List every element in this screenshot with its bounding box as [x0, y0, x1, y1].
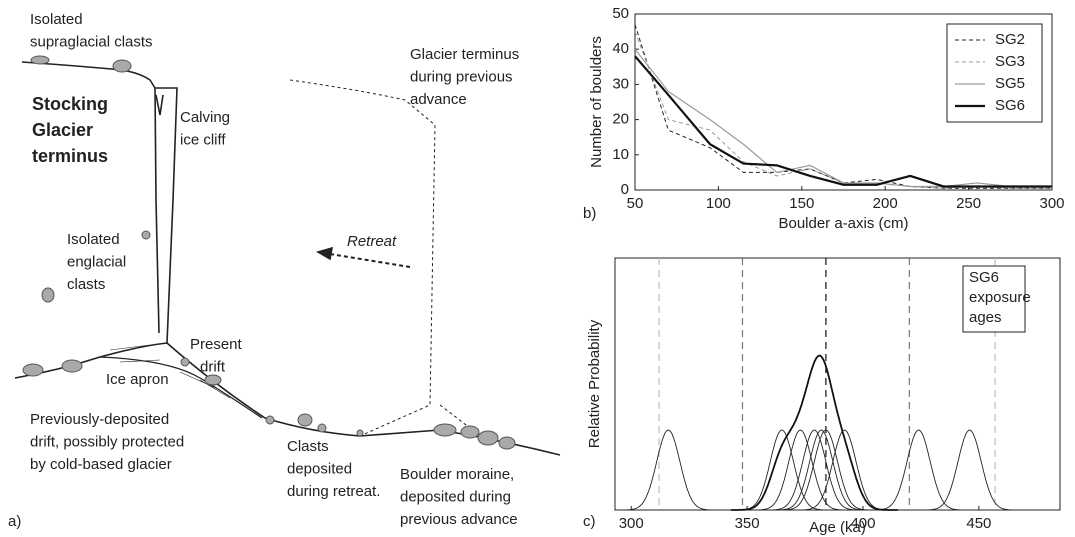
diagram-label: Boulder moraine,	[400, 466, 514, 483]
diagram-label: englacial	[67, 253, 126, 270]
x-tick-label: 350	[735, 515, 760, 532]
legend-label: ages	[969, 309, 1002, 326]
age-curve	[622, 429, 715, 511]
legend-box	[962, 265, 1026, 333]
y-tick-label: 10	[612, 146, 629, 163]
clast	[204, 374, 222, 386]
diagram-label: Isolated	[67, 231, 120, 248]
x-tick-label: 300	[1039, 195, 1064, 212]
clast	[433, 423, 457, 437]
clast	[180, 357, 190, 367]
legend-label: SG3	[995, 53, 1025, 70]
clast	[356, 429, 364, 437]
clast	[112, 59, 132, 73]
diagram-label: Retreat	[347, 233, 397, 250]
y-tick-label: 30	[612, 75, 629, 92]
x-tick-label: 100	[706, 195, 731, 212]
x-axis-label: Age (ka)	[809, 519, 866, 536]
panel-label: a)	[8, 513, 21, 530]
diagram-label: by cold-based glacier	[30, 456, 172, 473]
legend-label: SG5	[995, 75, 1025, 92]
clast	[41, 287, 55, 303]
age-curve	[754, 429, 847, 511]
previous-terminus	[289, 79, 471, 437]
retreat-arrow	[329, 253, 411, 268]
clasts	[22, 55, 516, 450]
diagram-label: terminus	[32, 146, 108, 166]
clast	[477, 430, 499, 446]
legend-label: SG2	[995, 31, 1025, 48]
series-line	[634, 48, 1052, 188]
diagram-label: during previous	[410, 68, 513, 85]
diagram-label: Clasts	[287, 438, 329, 455]
diagram-label: Stocking	[32, 94, 108, 114]
ice-apron	[99, 356, 263, 419]
diagram-label: during retreat.	[287, 483, 380, 500]
age-curve	[923, 429, 1016, 511]
diagram-label: deposited during	[400, 488, 511, 505]
y-tick-label: 0	[621, 181, 629, 198]
age-curve	[774, 429, 868, 511]
diagram-label: ice cliff	[180, 131, 226, 148]
plot-frame	[614, 257, 1061, 511]
plot-frame	[634, 13, 1053, 191]
y-tick-label: 40	[612, 40, 629, 57]
x-tick-label: 400	[850, 515, 875, 532]
age-curve	[779, 429, 873, 511]
x-tick-label: 150	[789, 195, 814, 212]
y-axis-label: Number of boulders	[588, 36, 605, 168]
clast	[297, 413, 313, 427]
clast	[498, 436, 516, 450]
diagram-label: Isolated	[30, 11, 83, 28]
y-tick-label: 50	[612, 5, 629, 22]
diagram-label: drift, possibly protected	[30, 433, 184, 450]
legend-label: SG6	[969, 269, 999, 286]
clast	[141, 230, 151, 240]
clast	[317, 423, 327, 433]
diagram-label: Glacier	[32, 120, 93, 140]
diagram-label: drift	[200, 358, 226, 375]
clast	[30, 55, 50, 65]
series-line	[634, 55, 1052, 188]
clast	[265, 415, 275, 425]
diagram-label: Glacier terminus	[410, 46, 519, 63]
age-curve	[872, 429, 965, 511]
diagram-label: deposited	[287, 460, 352, 477]
summed-probability	[730, 354, 898, 511]
x-tick-label: 450	[966, 515, 991, 532]
x-tick-label: 200	[873, 195, 898, 212]
clast	[460, 425, 480, 439]
clast	[22, 363, 44, 377]
legend-label: SG6	[995, 97, 1025, 114]
diagram-label: Ice apron	[106, 371, 169, 388]
arrow-head	[315, 246, 334, 261]
diagram-label: supraglacial clasts	[30, 33, 153, 50]
series-line	[634, 24, 1052, 189]
x-tick-label: 300	[619, 515, 644, 532]
diagram-label: Calving	[180, 109, 230, 126]
legend-label: exposure	[969, 289, 1031, 306]
y-axis-label: Relative Probability	[586, 319, 603, 448]
diagram-label: Present	[190, 336, 243, 353]
diagram-label: previous advance	[400, 511, 518, 528]
y-tick-label: 20	[612, 111, 629, 128]
panel-label: b)	[583, 205, 596, 222]
panel-label: c)	[583, 513, 596, 530]
diagram-label: Previously-deposited	[30, 411, 169, 428]
ice-lines	[109, 344, 231, 399]
diagram-label: advance	[410, 91, 467, 108]
diagram-label: clasts	[67, 276, 105, 293]
clast	[61, 359, 83, 373]
x-tick-label: 50	[627, 195, 644, 212]
x-axis-label: Boulder a-axis (cm)	[778, 215, 908, 232]
age-curve	[768, 429, 861, 511]
glacier-front	[154, 87, 160, 334]
x-tick-label: 250	[956, 195, 981, 212]
crevasse	[155, 94, 164, 116]
